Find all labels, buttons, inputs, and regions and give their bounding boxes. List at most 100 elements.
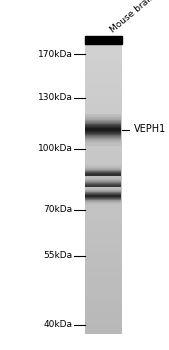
Bar xyxy=(84,200,122,202)
Bar xyxy=(85,184,121,185)
Bar xyxy=(84,295,122,296)
Bar xyxy=(84,181,122,182)
Bar xyxy=(84,142,122,144)
Bar xyxy=(84,113,122,115)
Bar xyxy=(84,91,122,93)
Bar xyxy=(85,190,121,191)
Bar xyxy=(84,180,122,181)
Bar xyxy=(84,193,122,195)
Bar xyxy=(84,68,122,69)
Bar xyxy=(85,177,121,178)
Text: Mouse brain: Mouse brain xyxy=(108,0,156,35)
Bar xyxy=(84,291,122,292)
Bar xyxy=(84,134,122,135)
Bar xyxy=(85,189,121,190)
Bar xyxy=(84,70,122,72)
Bar xyxy=(85,166,121,167)
Bar xyxy=(84,147,122,148)
Bar xyxy=(84,240,122,242)
Bar xyxy=(84,167,122,169)
Bar xyxy=(84,164,122,166)
Bar xyxy=(84,331,122,333)
Bar xyxy=(85,186,121,187)
Bar xyxy=(84,177,122,178)
Bar xyxy=(84,203,122,205)
Bar xyxy=(84,258,122,259)
Bar xyxy=(85,175,121,176)
Bar xyxy=(84,79,122,81)
Bar xyxy=(84,117,122,119)
Bar xyxy=(85,186,121,187)
Bar xyxy=(84,144,122,145)
Bar xyxy=(84,296,122,298)
Bar xyxy=(84,104,122,105)
Bar xyxy=(84,270,122,272)
Bar xyxy=(85,114,121,116)
Bar xyxy=(85,180,121,181)
Bar xyxy=(84,245,122,246)
Bar xyxy=(84,140,122,141)
Bar xyxy=(85,166,121,167)
Bar xyxy=(85,115,121,117)
Bar xyxy=(85,195,121,196)
Bar xyxy=(85,192,121,193)
Bar xyxy=(85,170,121,171)
Bar xyxy=(85,187,121,188)
Bar xyxy=(84,269,122,271)
Bar xyxy=(84,72,122,74)
Bar xyxy=(85,188,121,189)
Bar xyxy=(85,126,121,127)
Bar xyxy=(85,165,121,166)
Bar xyxy=(85,179,121,180)
Bar xyxy=(84,48,122,50)
Bar xyxy=(84,192,122,194)
Bar xyxy=(85,194,121,195)
Bar xyxy=(84,96,122,98)
Bar xyxy=(85,180,121,181)
Bar xyxy=(84,286,122,287)
Bar xyxy=(85,174,121,175)
Bar xyxy=(85,183,121,184)
Bar xyxy=(84,223,122,225)
Bar xyxy=(84,305,122,307)
Bar xyxy=(84,223,122,224)
Bar xyxy=(84,224,122,226)
Bar xyxy=(84,105,122,106)
Bar xyxy=(85,170,121,172)
Bar xyxy=(85,188,121,189)
Bar xyxy=(84,146,122,147)
Bar xyxy=(85,195,121,196)
Bar xyxy=(85,197,121,198)
Bar xyxy=(84,320,122,322)
Bar xyxy=(84,166,122,168)
Bar xyxy=(85,173,121,174)
Bar xyxy=(84,261,122,263)
Bar xyxy=(84,114,122,116)
Bar xyxy=(84,76,122,78)
Bar xyxy=(85,195,121,196)
Bar xyxy=(84,268,122,270)
Bar xyxy=(85,177,121,178)
Bar xyxy=(84,295,122,297)
Bar xyxy=(84,94,122,96)
Bar xyxy=(84,43,122,45)
Bar xyxy=(85,200,121,201)
Bar xyxy=(84,125,122,127)
Bar xyxy=(84,130,122,132)
Bar xyxy=(84,255,122,256)
Bar xyxy=(84,319,122,321)
Bar xyxy=(85,136,121,138)
Bar xyxy=(85,201,121,202)
Bar xyxy=(84,138,122,139)
Bar xyxy=(85,140,121,141)
Bar xyxy=(85,167,121,168)
Bar xyxy=(85,197,121,198)
Bar xyxy=(84,225,122,227)
Bar xyxy=(84,290,122,292)
Bar xyxy=(84,214,122,215)
Bar xyxy=(84,65,122,66)
Bar xyxy=(84,188,122,189)
Bar xyxy=(85,133,121,135)
Bar xyxy=(85,169,121,170)
Bar xyxy=(84,47,122,49)
